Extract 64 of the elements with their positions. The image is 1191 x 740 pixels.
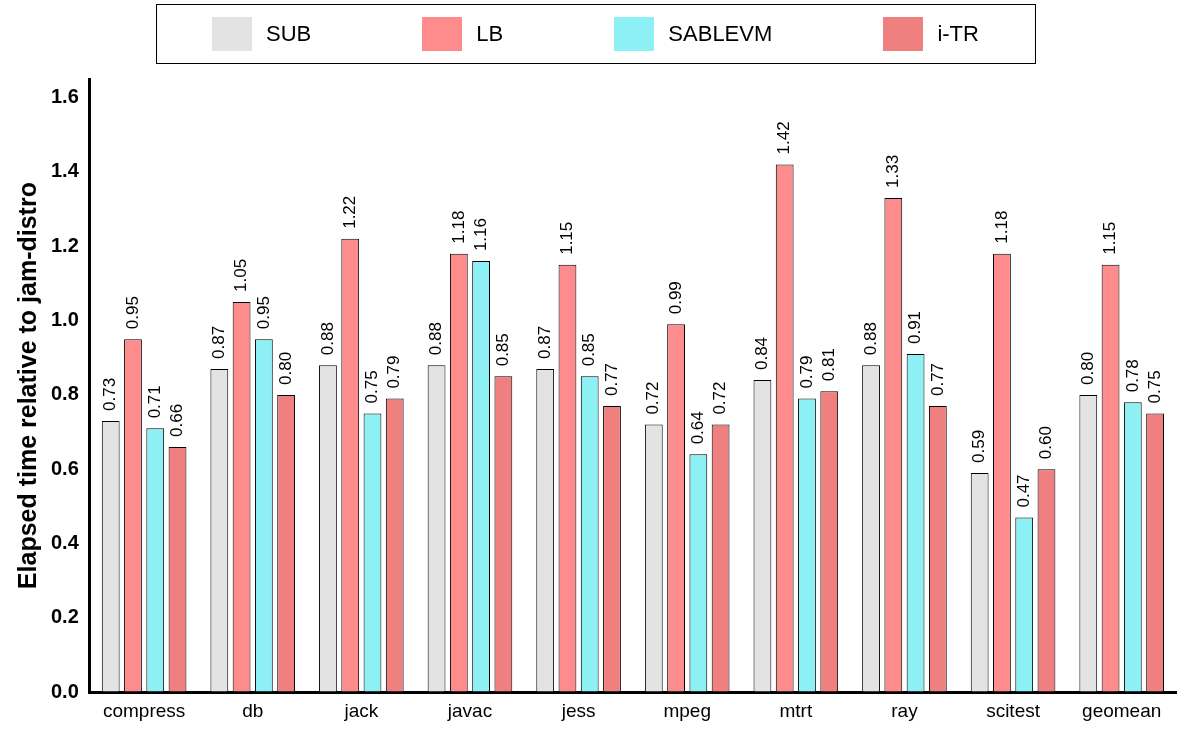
y-tick-label: 0.4 xyxy=(50,531,80,554)
data-label: 0.77 xyxy=(927,362,947,397)
y-tick-label: 1.4 xyxy=(50,159,80,182)
y-tick-label: 1.0 xyxy=(50,308,79,331)
data-label: 0.88 xyxy=(426,322,446,356)
x-tick-label: scitest xyxy=(986,699,1041,721)
data-label: 0.85 xyxy=(493,333,513,367)
data-label: 0.80 xyxy=(1077,351,1097,385)
y-tick-label: 1.6 xyxy=(50,85,79,108)
x-tick-label: jack xyxy=(343,699,379,721)
data-label: 0.87 xyxy=(209,325,229,359)
data-label: 0.85 xyxy=(579,333,599,367)
x-tick-label: javac xyxy=(446,699,493,721)
data-label: 0.88 xyxy=(860,322,880,356)
data-label: 0.75 xyxy=(362,370,382,404)
data-label: 0.75 xyxy=(1144,370,1164,404)
data-label: 0.84 xyxy=(752,336,772,371)
x-tick-label: mtrt xyxy=(779,699,813,721)
y-axis-title: Elapsed time relative to jam-distro xyxy=(12,182,41,590)
data-label: 0.78 xyxy=(1122,359,1142,393)
data-label: 0.64 xyxy=(688,411,708,445)
data-label: 0.91 xyxy=(905,310,925,345)
data-label: 0.79 xyxy=(384,355,404,389)
data-label: 1.42 xyxy=(774,121,794,155)
x-tick-label: geomean xyxy=(1082,699,1162,721)
x-tick-label: mpeg xyxy=(663,699,711,721)
data-label: 1.16 xyxy=(470,218,490,252)
legend-label: i-TR xyxy=(937,21,979,47)
data-label: 1.15 xyxy=(557,221,577,255)
y-tick-label: 0.6 xyxy=(50,456,79,479)
x-tick-label: db xyxy=(242,699,264,721)
data-label: 0.87 xyxy=(534,325,554,359)
y-tick-label: 0.8 xyxy=(50,382,79,405)
data-label: 1.18 xyxy=(448,210,468,244)
data-label: 1.22 xyxy=(339,195,359,229)
legend-label: SUB xyxy=(266,21,312,47)
data-label: 0.77 xyxy=(601,362,621,397)
data-label: 1.05 xyxy=(231,258,251,292)
data-label: 1.33 xyxy=(883,154,902,188)
data-label: 0.71 xyxy=(144,385,164,419)
data-label: 0.47 xyxy=(1013,474,1033,508)
data-label: 0.95 xyxy=(253,296,273,330)
data-label: 0.80 xyxy=(275,351,295,385)
data-label: 0.79 xyxy=(796,355,816,389)
data-label: 0.59 xyxy=(969,429,989,463)
data-label: 0.95 xyxy=(122,296,142,330)
data-label: 0.99 xyxy=(665,281,685,315)
legend-label: LB xyxy=(476,21,504,47)
data-label: 1.18 xyxy=(991,210,1011,244)
data-label: 0.81 xyxy=(818,348,838,382)
legend-label: SABLEVM xyxy=(668,21,773,47)
data-label: 0.73 xyxy=(100,377,120,411)
x-tick-label: jess xyxy=(560,699,596,721)
data-label: 0.88 xyxy=(317,322,337,356)
y-tick-label: 1.2 xyxy=(50,233,79,256)
data-label: 0.66 xyxy=(167,403,187,437)
data-label: 0.60 xyxy=(1036,426,1056,460)
y-tick-label: 0.2 xyxy=(50,605,79,628)
x-tick-label: compress xyxy=(102,699,186,721)
y-tick-label: 0.0 xyxy=(50,679,79,702)
x-tick-label: ray xyxy=(891,699,919,721)
data-label: 1.15 xyxy=(1100,221,1120,255)
data-label: 0.72 xyxy=(643,381,663,415)
data-label: 0.72 xyxy=(710,381,730,415)
